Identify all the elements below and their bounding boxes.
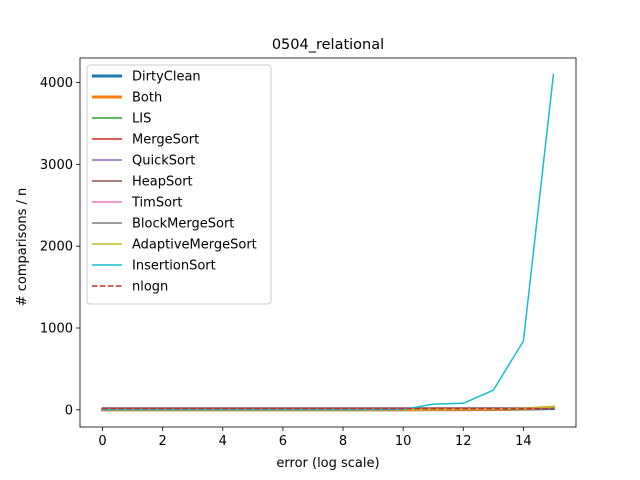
legend-label-lis: LIS xyxy=(132,112,151,127)
x-tick-label: 0 xyxy=(98,434,106,449)
y-tick-label: 3000 xyxy=(40,158,73,173)
chart-title: 0504_relational xyxy=(272,37,384,53)
legend-label-insertionsort: InsertionSort xyxy=(132,259,216,274)
series-line-insertionsort xyxy=(101,73,555,411)
x-tick-label: 4 xyxy=(219,434,227,449)
y-axis-label: # comparisons / n xyxy=(15,188,30,307)
legend-label-timsort: TimSort xyxy=(131,196,182,211)
legend-box xyxy=(86,64,272,305)
y-axis: 0 1000 2000 3000 4000 xyxy=(40,76,80,418)
legend: DirtyClean Both LIS MergeSort QuickSort HeapS… xyxy=(86,64,272,305)
plot-area xyxy=(79,57,577,428)
legend-label-adaptivemergesort: AdaptiveMergeSort xyxy=(132,238,257,253)
x-axis: 0 2 4 6 8 10 12 14 xyxy=(98,427,532,449)
x-tick-label: 12 xyxy=(455,434,472,449)
legend-label-nlogn: nlogn xyxy=(132,280,168,295)
legend-label-quicksort: QuickSort xyxy=(132,154,195,169)
legend-label-dirtyclean: DirtyClean xyxy=(132,70,201,85)
legend-label-blockmergesort: BlockMergeSort xyxy=(132,217,234,232)
y-tick-label: 4000 xyxy=(40,76,73,91)
legend-label-both: Both xyxy=(132,91,162,106)
y-tick-label: 0 xyxy=(65,403,73,418)
y-tick-label: 2000 xyxy=(40,240,73,255)
x-tick-label: 14 xyxy=(515,434,532,449)
y-tick-label: 1000 xyxy=(40,322,73,337)
legend-label-mergesort: MergeSort xyxy=(132,133,199,148)
legend-label-heapsort: HeapSort xyxy=(132,175,193,190)
plot-frame xyxy=(79,57,577,428)
x-tick-label: 2 xyxy=(159,434,167,449)
x-tick-label: 10 xyxy=(395,434,412,449)
x-tick-label: 6 xyxy=(279,434,287,449)
x-tick-label: 8 xyxy=(339,434,347,449)
x-axis-label: error (log scale) xyxy=(276,456,379,471)
